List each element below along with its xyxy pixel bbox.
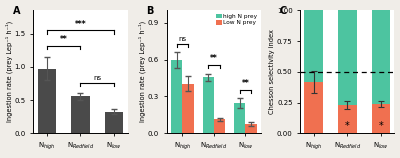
Y-axis label: Ingestion rate (prey Lep⁻¹ h⁻¹): Ingestion rate (prey Lep⁻¹ h⁻¹) [139, 21, 146, 122]
Text: *: * [345, 121, 350, 131]
Bar [338, 10, 356, 105]
Bar [214, 119, 225, 133]
Y-axis label: Ingestion rate (prey Lep⁻¹ h⁻¹): Ingestion rate (prey Lep⁻¹ h⁻¹) [6, 21, 13, 122]
Bar [105, 112, 123, 133]
Bar [171, 60, 182, 133]
Bar [38, 69, 56, 133]
Y-axis label: Chesson selectivity index: Chesson selectivity index [269, 29, 275, 114]
Text: A: A [12, 6, 20, 15]
Text: B: B [146, 6, 153, 15]
Bar [202, 77, 214, 133]
Text: **: ** [210, 54, 218, 63]
Bar [304, 10, 323, 82]
Bar [338, 105, 356, 133]
Text: *: * [378, 121, 383, 131]
Bar [234, 103, 246, 133]
Bar [182, 84, 194, 133]
Bar [304, 82, 323, 133]
Text: C: C [280, 6, 287, 15]
Legend: high N prey, Low N prey: high N prey, Low N prey [216, 13, 258, 26]
Text: **: ** [60, 35, 68, 44]
Bar [246, 124, 257, 133]
Text: ***: *** [75, 20, 86, 29]
Bar [372, 10, 390, 104]
Bar [372, 104, 390, 133]
Bar [71, 96, 90, 133]
Text: ns: ns [178, 36, 186, 42]
Text: ns: ns [93, 76, 101, 82]
Text: **: ** [242, 79, 249, 88]
